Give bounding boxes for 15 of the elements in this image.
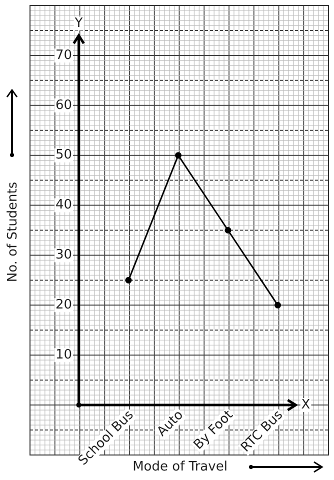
annotation: Y	[74, 16, 83, 31]
y-tick-label: 10	[55, 347, 72, 362]
y-tick-label: 30	[55, 248, 72, 263]
point	[274, 302, 282, 308]
y-axis-title: No. of Students	[5, 182, 20, 282]
x-tick-label: RTC Bus	[238, 408, 286, 456]
y-tick-label: 40	[55, 198, 72, 213]
y-tick-label: 20	[55, 298, 72, 313]
y-tick-label: 70	[55, 48, 72, 63]
point	[175, 152, 182, 159]
text: X	[301, 397, 310, 412]
point	[224, 227, 232, 234]
point	[125, 276, 132, 284]
y-tick-label: 60	[55, 98, 72, 113]
y-tick-label: 50	[55, 148, 72, 163]
